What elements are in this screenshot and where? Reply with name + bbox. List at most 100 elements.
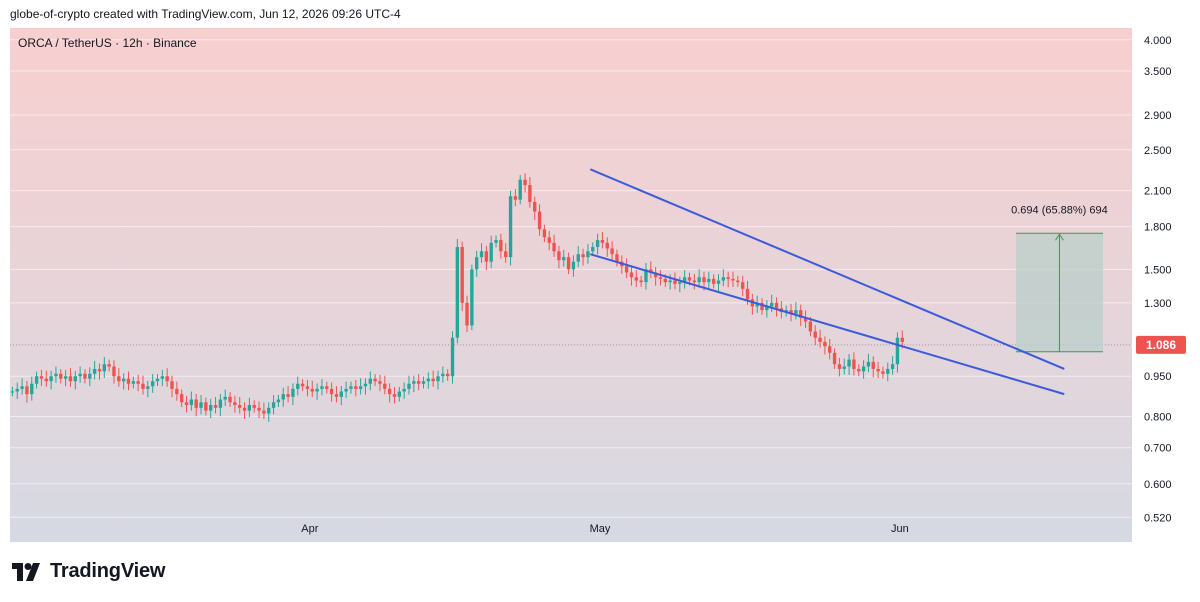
candle-body bbox=[170, 381, 174, 389]
candle-body bbox=[518, 179, 522, 200]
candle-body bbox=[78, 373, 82, 377]
candle-body bbox=[155, 378, 160, 382]
candle-body bbox=[281, 394, 285, 400]
candle-body bbox=[189, 399, 194, 406]
candle-body bbox=[296, 383, 300, 389]
candle-body bbox=[504, 251, 508, 258]
candle-body bbox=[842, 366, 846, 369]
y-axis: 4.000 3.500 2.900 2.500 2.100 1.800 1.500 1.300… bbox=[1136, 35, 1186, 524]
candle-body bbox=[257, 407, 261, 411]
candle-body bbox=[726, 277, 730, 279]
candle-body bbox=[591, 247, 595, 252]
candle-body bbox=[818, 337, 822, 342]
candle-body bbox=[711, 278, 716, 284]
candle-body bbox=[494, 240, 498, 243]
falling-wedge-lines[interactable] bbox=[589, 168, 1065, 396]
y-tick-label: 2.900 bbox=[1144, 110, 1172, 122]
candle-body bbox=[436, 376, 440, 382]
candle-body bbox=[881, 371, 885, 374]
candle-body bbox=[25, 386, 29, 395]
candle-body bbox=[876, 368, 880, 372]
chart-area[interactable]: Apr May Jun 0.694 (65.88%) 694 4.000 3.500 2… bbox=[10, 28, 1190, 542]
price-chart[interactable]: Apr May Jun 0.694 (65.88%) 694 4.000 3.500 2… bbox=[10, 28, 1190, 542]
candle-body bbox=[412, 381, 416, 384]
candle-body bbox=[644, 269, 648, 283]
candle-body bbox=[112, 366, 116, 377]
candle-body bbox=[426, 378, 431, 382]
candle-body bbox=[721, 277, 726, 281]
y-tick-label: 4.000 bbox=[1144, 35, 1172, 47]
candlestick-series bbox=[10, 173, 904, 422]
candle-body bbox=[44, 378, 48, 382]
candle-body bbox=[629, 272, 634, 278]
candle-body bbox=[886, 368, 890, 374]
candle-body bbox=[455, 247, 460, 338]
candle-body bbox=[861, 366, 866, 372]
candle-body bbox=[344, 388, 348, 392]
candle-body bbox=[537, 211, 542, 230]
candle-body bbox=[465, 302, 469, 326]
candle-body bbox=[692, 280, 697, 283]
candle-body bbox=[794, 310, 798, 314]
candle-body bbox=[102, 364, 106, 372]
measure-tool[interactable]: 0.694 (65.88%) 694 bbox=[1011, 204, 1108, 353]
candle-body bbox=[697, 277, 701, 283]
candle-body bbox=[731, 278, 735, 281]
wedge-upper-line[interactable] bbox=[589, 168, 1065, 370]
candle-body bbox=[291, 388, 295, 397]
candle-body bbox=[136, 381, 140, 384]
candle-body bbox=[542, 229, 547, 238]
candle-body bbox=[49, 376, 53, 382]
candle-body bbox=[470, 269, 474, 326]
candle-body bbox=[117, 376, 121, 382]
chart-background bbox=[10, 28, 1132, 542]
candle-body bbox=[803, 317, 808, 322]
candle-body bbox=[92, 368, 97, 374]
candle-body bbox=[223, 396, 227, 400]
candle-body bbox=[678, 282, 682, 284]
candle-body bbox=[315, 388, 319, 392]
tradingview-footer: TradingView bbox=[12, 560, 165, 583]
candle-body bbox=[547, 237, 551, 243]
measure-label: 0.694 (65.88%) 694 bbox=[1011, 204, 1108, 216]
candle-body bbox=[653, 272, 658, 278]
candle-body bbox=[175, 388, 179, 395]
candle-body bbox=[160, 376, 165, 379]
candle-body bbox=[276, 399, 281, 403]
candle-body bbox=[813, 331, 817, 338]
candle-body bbox=[97, 368, 102, 372]
candle-body bbox=[634, 277, 638, 281]
candle-body bbox=[300, 383, 305, 387]
candle-body bbox=[460, 247, 464, 303]
candle-body bbox=[165, 376, 169, 382]
candle-body bbox=[615, 254, 619, 262]
tradingview-logo-icon bbox=[12, 562, 40, 581]
candle-body bbox=[141, 383, 145, 389]
candle-body bbox=[557, 251, 561, 261]
candle-body bbox=[610, 248, 614, 255]
candle-body bbox=[325, 386, 329, 389]
wedge-lower-line[interactable] bbox=[590, 253, 1065, 396]
candle-body bbox=[194, 399, 198, 408]
candle-body bbox=[218, 399, 223, 408]
measure-arrow-head bbox=[1055, 233, 1064, 241]
candle-body bbox=[15, 388, 19, 392]
candle-body bbox=[687, 277, 692, 281]
candle-body bbox=[716, 280, 721, 284]
candle-body bbox=[54, 373, 58, 377]
y-tick-label: 1.800 bbox=[1144, 222, 1172, 234]
candle-body bbox=[88, 373, 92, 379]
candle-body bbox=[528, 185, 532, 203]
candle-body bbox=[20, 386, 24, 389]
candle-body bbox=[30, 383, 34, 395]
candle-body bbox=[857, 368, 861, 372]
candle-body bbox=[233, 402, 237, 406]
candle-body bbox=[740, 282, 745, 289]
candle-body bbox=[581, 254, 585, 258]
candle-body bbox=[499, 240, 503, 252]
candle-body bbox=[150, 381, 155, 387]
grid-lines bbox=[10, 39, 1132, 518]
candle-body bbox=[387, 388, 392, 395]
y-tick-label: 0.700 bbox=[1144, 443, 1172, 455]
y-tick-label: 1.500 bbox=[1144, 264, 1172, 276]
